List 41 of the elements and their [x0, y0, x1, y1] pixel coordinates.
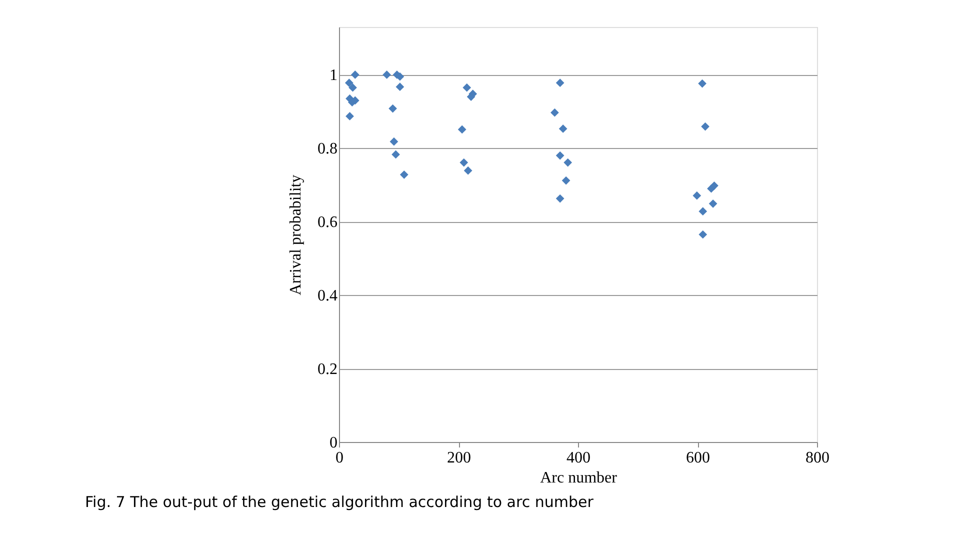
x-tick-label: 800: [806, 450, 830, 466]
point: [550, 108, 559, 117]
point: [558, 124, 568, 133]
y-tick-label: 0.2: [318, 361, 338, 378]
point: [692, 191, 702, 200]
point: [392, 150, 400, 159]
point: [390, 137, 398, 146]
point: [698, 207, 708, 216]
point: [458, 125, 466, 134]
point: [346, 112, 354, 120]
point: [698, 79, 706, 88]
point: [388, 104, 397, 113]
point: [556, 78, 564, 88]
point: [460, 158, 468, 167]
point: [556, 194, 564, 203]
point: [464, 166, 472, 175]
y-tick-label: 0.6: [318, 214, 338, 232]
x-tick-label: 600: [686, 450, 710, 466]
point: [562, 176, 570, 185]
point: [564, 158, 572, 167]
x-tick-label: 200: [447, 450, 471, 466]
point: [396, 82, 404, 92]
y-tick-label: 0.8: [318, 140, 338, 158]
point: [462, 83, 472, 92]
point: [707, 184, 716, 193]
point: [400, 170, 408, 179]
y-axis-title: Arrival probability: [288, 174, 304, 296]
point: [350, 70, 360, 79]
y-tick-label: 0.4: [318, 288, 338, 305]
point: [344, 78, 354, 88]
y-tick-label: 1: [330, 67, 338, 84]
caption: Fig. 7 The out-put of the genetic algorithm according to arc number: [85, 493, 594, 511]
point: [701, 122, 710, 131]
point: [348, 83, 357, 92]
point: [708, 199, 718, 208]
point: [698, 230, 708, 239]
point: [556, 151, 564, 160]
x-tick-label: 400: [566, 450, 590, 466]
x-axis-title: Arc number: [540, 470, 618, 486]
point: [382, 70, 391, 79]
y-tick-label: 0: [330, 434, 338, 452]
